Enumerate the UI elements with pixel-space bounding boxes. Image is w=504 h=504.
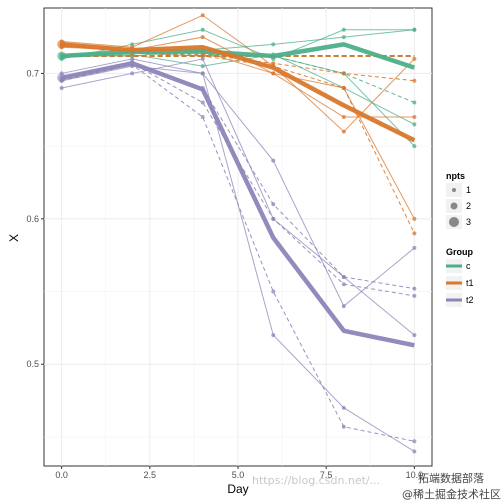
- series-line-t2: [61, 58, 415, 336]
- legend-npts: npts 1 2 3: [446, 171, 471, 229]
- x-axis-title: Day: [227, 482, 248, 496]
- series-point-c: [412, 27, 417, 32]
- series-point-t2: [271, 289, 276, 294]
- series-point-t2: [341, 274, 346, 279]
- series-point-t1: [271, 71, 276, 76]
- series-point-t1: [412, 78, 417, 83]
- watermark-brand: 拓端数据部落: [418, 471, 484, 485]
- mean-line-c: [61, 42, 416, 70]
- series-point-t2: [200, 100, 205, 105]
- series-point-t2: [271, 158, 276, 163]
- y-tick-label: 0.7: [26, 68, 39, 78]
- series-point-t2: [412, 333, 417, 338]
- series-line-t2: [61, 58, 415, 307]
- legend-npts-title: npts: [446, 171, 465, 181]
- series-point-t2: [341, 304, 346, 309]
- mean-point-c: [57, 51, 67, 61]
- series-line-t2: [61, 65, 415, 452]
- y-ticks: 0.5 0.6 0.7: [26, 68, 44, 369]
- legend-group-c-label: c: [466, 261, 471, 271]
- series-point-t1: [412, 216, 417, 221]
- legend-npts-3-label: 3: [466, 217, 471, 227]
- series-point-t1: [341, 71, 346, 76]
- watermark-brand-sub: @稀土掘金技术社区: [402, 487, 501, 501]
- legend-npts-1-marker: [452, 188, 456, 192]
- series-point-t2: [130, 71, 135, 76]
- series-point-c: [200, 64, 205, 69]
- series-point-t2: [412, 449, 417, 454]
- series-point-t1: [341, 115, 346, 120]
- series-point-t1: [341, 85, 346, 90]
- x-tick-label: 2.5: [144, 470, 157, 480]
- y-tick-label: 0.6: [26, 214, 39, 224]
- series-point-t1: [200, 35, 205, 40]
- x-tick-label: 10.0: [406, 470, 424, 480]
- y-axis-title: X: [7, 234, 21, 242]
- series-point-t2: [341, 282, 346, 287]
- mean-line-t2: [61, 61, 415, 348]
- legend-group-t2-label: t2: [466, 295, 474, 305]
- series-point-t2: [59, 85, 64, 90]
- series-point-t1: [412, 56, 417, 61]
- series-point-c: [130, 42, 135, 47]
- y-tick-label: 0.5: [26, 359, 39, 369]
- series-point-t2: [130, 56, 135, 61]
- series-point-t2: [271, 202, 276, 207]
- grid-major: [44, 8, 432, 466]
- series-point-c: [412, 100, 417, 105]
- series-point-t1: [412, 115, 417, 120]
- series-point-t2: [271, 333, 276, 338]
- series-point-c: [412, 144, 417, 149]
- series-point-t2: [412, 245, 417, 250]
- series-point-c: [412, 122, 417, 127]
- series-point-t1: [412, 231, 417, 236]
- legend-npts-2-marker: [450, 202, 458, 210]
- series-point-c: [200, 27, 205, 32]
- series-point-t2: [341, 424, 346, 429]
- series-point-t2: [200, 71, 205, 76]
- legend-group-title: Group: [446, 247, 473, 257]
- series-point-c: [271, 42, 276, 47]
- legend-npts-1-label: 1: [466, 185, 471, 195]
- series-point-t2: [341, 405, 346, 410]
- x-tick-label: 7.5: [320, 470, 333, 480]
- series-point-t2: [412, 286, 417, 291]
- mean-point-t1: [57, 39, 67, 49]
- series-point-t1: [200, 13, 205, 18]
- mean-line-t1: [61, 42, 416, 143]
- series-point-t2: [200, 115, 205, 120]
- legend-npts-3-marker: [449, 217, 459, 227]
- series-point-t2: [200, 56, 205, 61]
- x-tick-label: 0.0: [55, 470, 68, 480]
- mean-layer: [57, 39, 416, 348]
- legend-group: Group c t1 t2: [446, 247, 474, 307]
- legend-npts-2-label: 2: [466, 201, 471, 211]
- watermark-url: https://blog.csdn.net/...: [252, 474, 380, 487]
- x-tick-label: 5.0: [232, 470, 245, 480]
- series-point-t2: [271, 216, 276, 221]
- x-ticks: 0.0 2.5 5.0 7.5 10.0: [55, 466, 423, 480]
- legend-group-t1-label: t1: [466, 278, 474, 288]
- series-point-t1: [341, 129, 346, 134]
- series-line-t1: [61, 14, 415, 133]
- series-point-c: [341, 27, 346, 32]
- series-point-t1: [271, 61, 276, 66]
- series-point-t2: [412, 439, 417, 444]
- series-point-t2: [412, 293, 417, 298]
- mean-point-t2: [57, 73, 67, 83]
- series-point-c: [341, 35, 346, 40]
